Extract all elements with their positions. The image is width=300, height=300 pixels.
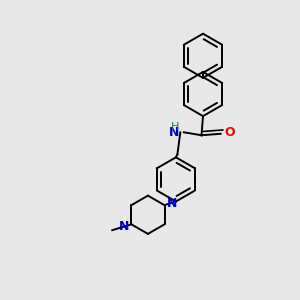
Text: O: O: [224, 126, 235, 140]
Text: N: N: [118, 220, 129, 233]
Text: N: N: [169, 126, 179, 139]
Text: H: H: [170, 122, 179, 132]
Text: N: N: [167, 197, 177, 210]
